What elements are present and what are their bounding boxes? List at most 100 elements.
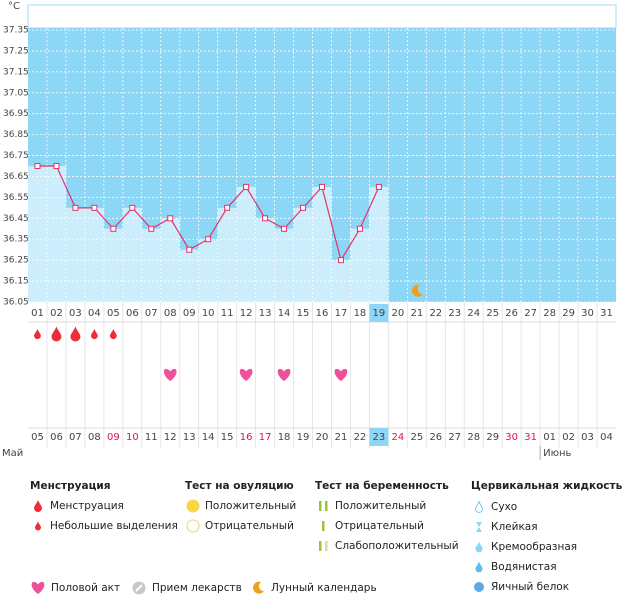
day-label: 17 [335,308,348,319]
date-label: 05 [31,432,44,443]
day-label: 01 [31,308,44,319]
legend-item: Кремообразная [491,541,577,553]
legend-icon [186,499,200,513]
day-label: 08 [164,308,177,319]
today-date-cell [369,428,389,446]
temp-bar [65,207,85,302]
y-tick-label: 36.25 [3,256,29,266]
legend-item: Отрицательный [335,520,424,532]
date-label: 22 [354,432,367,443]
temp-point [110,225,117,232]
temp-point [300,204,307,211]
legend-icon [475,541,483,553]
date-label: 08 [88,432,101,443]
legend-heading: Цервикальная жидкость [471,480,623,492]
y-tick-label: 36.65 [3,172,29,182]
day-label: 13 [259,308,272,319]
date-label: 04 [600,432,613,443]
day-label: 30 [581,308,594,319]
day-label: 25 [486,308,499,319]
date-label: 28 [467,432,480,443]
temp-bar [141,228,161,302]
y-tick-label: 37.25 [3,46,29,56]
day-label: 03 [69,308,82,319]
legend-icon [475,561,483,573]
legend-icon [319,541,322,551]
day-label: 16 [316,308,329,319]
date-label: 17 [259,432,272,443]
legend-heading: Тест на овуляцию [185,480,294,492]
intercourse-heart [277,368,291,381]
day-label: 27 [524,308,537,319]
menstruation-drop [34,328,41,340]
day-label: 20 [392,308,405,319]
temp-point [129,204,136,211]
day-label: 31 [600,308,613,319]
y-tick-label: 36.45 [3,214,29,224]
intercourse-heart [239,368,253,381]
menstruation-drop [90,328,98,340]
temp-bar [28,166,47,302]
legend-item: Небольшие выделения [50,520,178,532]
legend-item: Отрицательный [205,520,294,532]
date-label: 01 [543,432,556,443]
legend-icon [253,581,264,594]
temp-point [91,204,98,211]
temp-bar [369,186,389,302]
day-label: 12 [240,308,253,319]
y-tick-label: 36.35 [3,235,29,245]
temp-point [34,163,41,169]
legend-item: Прием лекарств [152,582,242,594]
temp-bar [236,186,256,302]
temp-bar [84,207,104,302]
y-tick-label: 36.05 [3,298,29,308]
date-label: 23 [373,432,386,443]
temp-bar [122,207,142,302]
legend-icon [325,501,328,511]
legend-item: Половой акт [51,582,120,594]
temp-point [356,225,363,232]
day-label: 09 [183,308,196,319]
month-label: Июнь [543,448,571,459]
date-label: 16 [240,432,253,443]
temp-point [375,183,382,190]
legend-item: Сухо [491,501,517,513]
legend-item: Лунный календарь [271,582,377,594]
date-label: 02 [562,432,575,443]
date-label: 27 [448,432,461,443]
temp-point [148,225,155,232]
day-label: 06 [126,308,139,319]
legend-item: Яичный белок [491,581,569,593]
day-label: 18 [354,308,367,319]
temp-point [167,215,174,222]
intercourse-heart [163,368,177,381]
date-label: 21 [335,432,348,443]
temp-point [319,183,325,190]
day-label: 14 [278,308,291,319]
temp-bar [350,228,370,302]
legend-icon [34,500,42,512]
legend-icon [31,581,45,594]
day-label: 24 [467,308,480,319]
day-label: 07 [145,308,158,319]
temp-point [186,246,193,253]
legend-item: Водянистая [491,561,557,573]
legend-icon [474,500,484,513]
day-label: 22 [429,308,442,319]
legend-item: Слабоположительный [335,540,459,552]
temp-bar [312,186,332,302]
legend-icon [476,522,482,532]
y-tick-label: 36.95 [3,109,29,119]
date-label: 24 [392,432,405,443]
y-tick-label: 36.15 [3,277,29,287]
day-label: 29 [562,308,575,319]
date-label: 31 [524,432,537,443]
legend-icon [35,521,41,531]
temp-bar [198,239,218,302]
day-label: 02 [50,308,63,319]
date-label: 11 [145,432,158,443]
temp-point [53,163,60,169]
legend-item: Менструация [50,500,124,512]
legend-item: Положительный [205,500,296,512]
day-label: 26 [505,308,518,319]
